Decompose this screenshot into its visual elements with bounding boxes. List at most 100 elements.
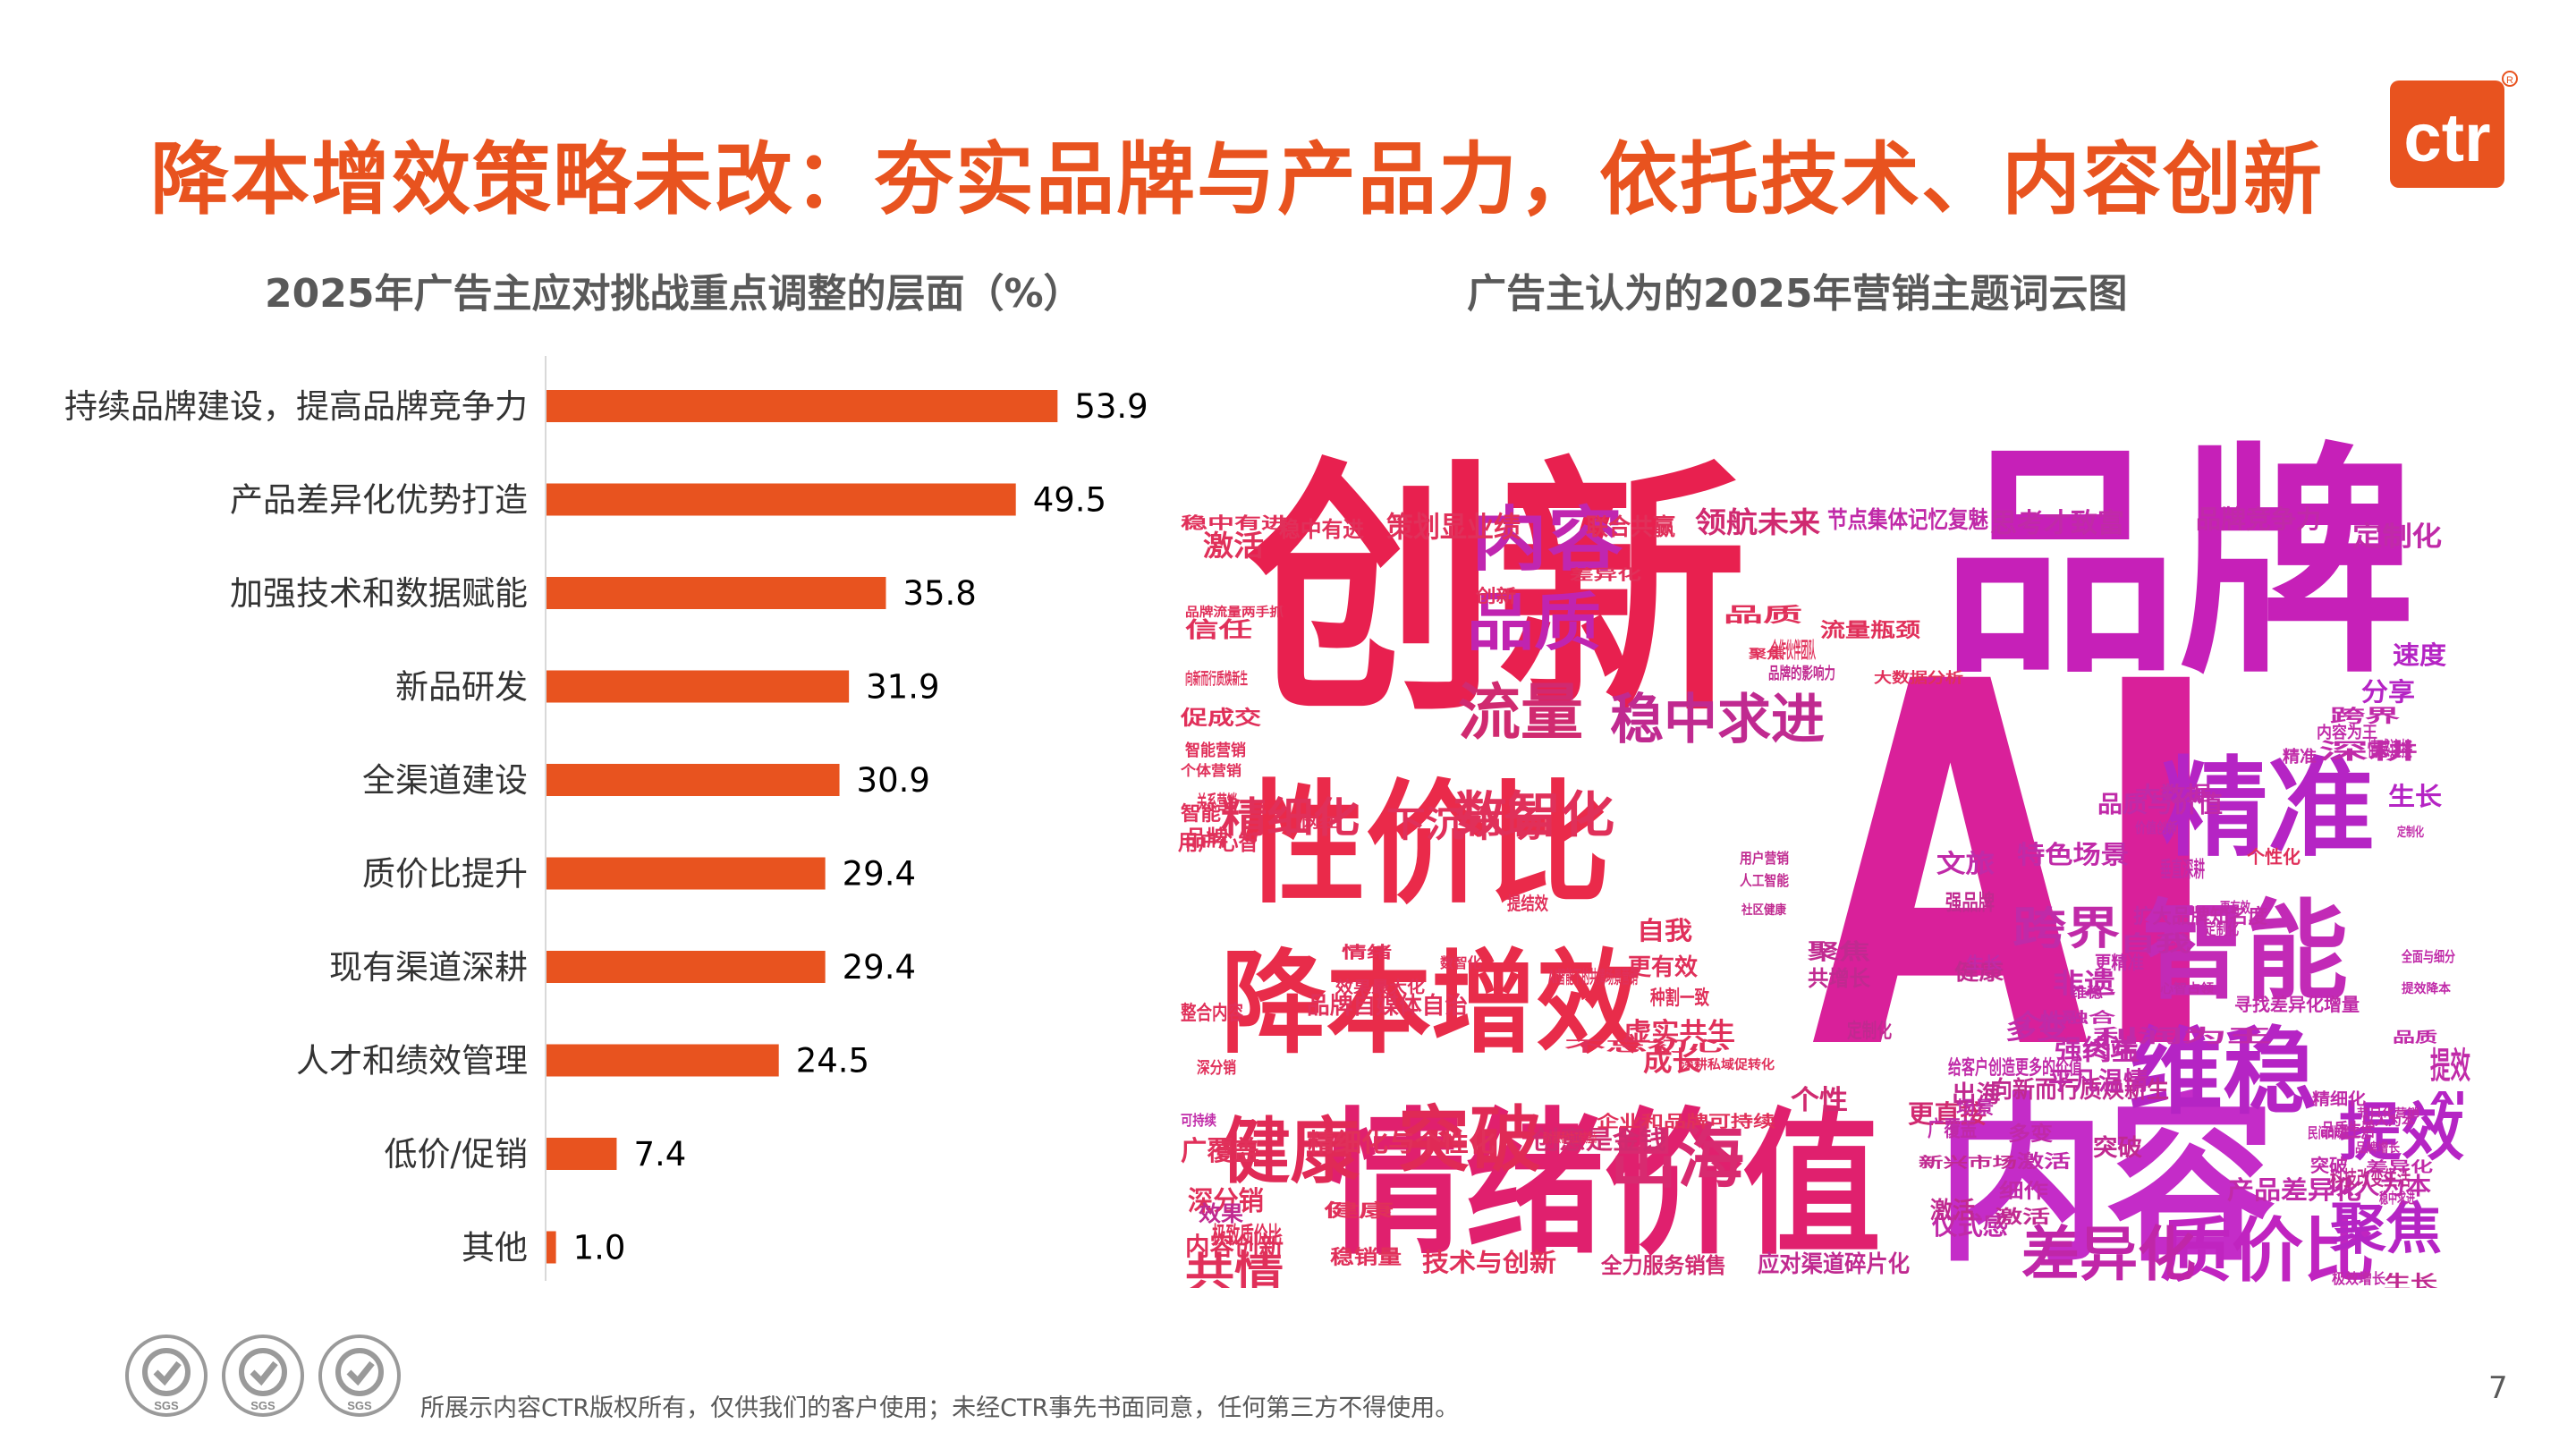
wordcloud-word: 健康: [1221, 1110, 1360, 1193]
wordcloud-word: 内容: [1471, 500, 1623, 580]
wordcloud-word: 定制化: [2205, 919, 2239, 939]
wordcloud-word: AI智能下的共情场景营销: [1548, 966, 1638, 987]
wordcloud-word: 共增长: [1808, 966, 1871, 991]
wordcloud-word: 人工智能: [1740, 872, 1789, 889]
wordcloud-word: 仪式感: [1931, 1211, 2008, 1241]
wordcloud-word: 提结效: [1507, 893, 1548, 914]
wordcloud-word: 利润为王: [2093, 1025, 2272, 1046]
bar-value-label: 49.5: [1033, 481, 1106, 520]
wordcloud-word: 创新: [1475, 585, 1516, 606]
wordcloud-word: AI: [1811, 578, 2223, 1161]
wordcloud-word: 差异化: [2366, 1158, 2433, 1175]
wordcloud-word: 以人为本: [2328, 1174, 2431, 1200]
wordcloud-word: 品牌自媒体自治: [1307, 992, 1468, 1020]
wordcloud-word: 融合: [2062, 1009, 2117, 1026]
wordcloud-word: 领航未来: [1695, 505, 1820, 539]
wordcloud-word: 细作: [1999, 1180, 2048, 1203]
wordcloud-word: 深耕私域促转化: [1681, 1057, 1775, 1072]
wordcloud-word: 向新而行质焕新生: [1185, 669, 1248, 689]
wordcloud-word: 更直接: [1908, 1099, 1987, 1129]
wordcloud-word: 更有效: [2220, 899, 2250, 916]
wordcloud-word: 流量: [1458, 678, 1583, 749]
category-label: 产品差异化优势打造: [230, 481, 528, 520]
wordcloud-word: 提效: [2339, 1096, 2464, 1169]
wordcloud-word: 创新: [1246, 436, 1747, 748]
wordcloud-word: 跨界: [2012, 902, 2120, 954]
wordcloud-word: 广覆盖: [1181, 1136, 1259, 1167]
wordcloud-word: 联合共赢: [1586, 513, 1675, 541]
wordcloud-word: 整合内容: [1181, 1002, 1243, 1025]
wordcloud-word: 出海: [1952, 1081, 2001, 1108]
wordcloud-word: 寻找差异化增量: [2234, 994, 2360, 1015]
wordcloud-word: 个性: [2015, 1009, 2064, 1034]
wordcloud-word: 内生: [2084, 1039, 2140, 1066]
wordcloud-word: 速度: [2393, 640, 2446, 670]
bar-value-label: 35.8: [902, 574, 976, 613]
wordcloud-word: 降本增效: [1221, 939, 1641, 1069]
wordcloud-word: 精细化: [2312, 1089, 2366, 1109]
wordcloud-word: 定制化: [2352, 521, 2442, 553]
wordcloud-word: 网红: [1301, 814, 1337, 831]
bar: [547, 857, 826, 890]
wordcloud-word: 性价比: [1243, 767, 1610, 921]
wordcloud-word: 情感连接: [2368, 738, 2412, 761]
wordcloud-word: 极效增长: [2332, 1270, 2386, 1287]
bar: [547, 670, 850, 703]
wordcloud-word: 全力服务销售: [1600, 1253, 1726, 1278]
wordcloud-word: 健康: [1954, 960, 2004, 985]
wordcloud-word: 智能营销: [1185, 741, 1246, 760]
wordcloud-word: 多变: [2008, 1123, 2053, 1146]
page-title: 降本增效策略未改：夯实品牌与产品力，依托技术、内容创新: [150, 133, 2325, 225]
wordcloud-word: 效果: [1199, 1201, 1243, 1226]
wordcloud-word: 向新而行质焕新生: [1990, 1076, 2169, 1104]
wordcloud-word: 促成交: [1180, 707, 1261, 730]
wordcloud-word: 面对消费者作为工作的重点: [1543, 1131, 1597, 1146]
bar-value-label: 1.0: [573, 1229, 626, 1267]
wordcloud-word: 情绪价值: [1326, 1095, 1881, 1276]
wordcloud-word: 虚实共生: [1623, 1017, 1735, 1046]
wordcloud-word: 深耕: [2319, 739, 2418, 764]
wordcloud-word: 突破: [1398, 1098, 1541, 1182]
wordcloud-word: 强终端: [2055, 1034, 2138, 1063]
wordcloud-word: 数智化: [1453, 786, 1614, 843]
wordcloud-word: 更精准: [2095, 952, 2144, 973]
wordcloud-word: 用户营销: [1740, 850, 1789, 867]
wordcloud-word: 品牌增长: [2355, 1140, 2401, 1156]
wordcloud: 创新 品牌AI情绪价值 内容性价比降本增效 智能精准维稳内容质价比差异化品质健康 突破出…: [1178, 424, 2470, 1288]
wordcloud-word: 稳中有进: [1181, 513, 1288, 533]
wordcloud-word: 全面与细分: [2401, 948, 2455, 965]
category-label: 加强技术和数据赋能: [230, 574, 528, 613]
svg-text:SGS: SGS: [154, 1399, 179, 1412]
wordcloud-word: 维稳: [2129, 1018, 2317, 1127]
wordcloud-word: 用户心智: [1178, 830, 1258, 855]
wordcloud-word: 内容创新: [1185, 1232, 1284, 1261]
bar: [547, 764, 840, 796]
wordcloud-word: 技术与创新: [1422, 1248, 1556, 1277]
wordcloud-word: 稳销量: [1330, 1246, 1402, 1269]
wordcloud-word: 激活: [1995, 1206, 2050, 1227]
bar-value-label: 24.5: [796, 1042, 869, 1080]
wordcloud-title: 广告主认为的2025年营销主题词云图: [1467, 271, 2128, 317]
wordcloud-word: 心智占领: [2160, 981, 2214, 996]
certification-badge-icon: SGS: [318, 1335, 401, 1417]
wordcloud-word: 激活: [2017, 1150, 2071, 1172]
wordcloud-word: 自我: [2120, 931, 2191, 956]
wordcloud-word: 差异化: [1570, 566, 1641, 583]
bar-chart: 持续品牌建设，提高品牌竞争力 53.9 产品差异化优势打造 49.5 加强技术和数据赋能…: [64, 356, 1148, 1281]
wordcloud-word: 聚焦: [2329, 1196, 2442, 1261]
wordcloud-word: 生长: [2384, 1271, 2439, 1288]
category-label: 人才和绩效管理: [296, 1042, 528, 1080]
wordcloud-word: 精细化: [1221, 793, 1360, 842]
bar: [547, 1044, 779, 1077]
wordcloud-word: AI: [2430, 1088, 2466, 1109]
category-label: 其他: [462, 1229, 528, 1267]
category-label: 现有渠道深耕: [329, 948, 528, 987]
wordcloud-word: 跨界: [2330, 705, 2400, 726]
wordcloud-word: 多变: [2005, 1015, 2068, 1045]
wordcloud-word: 给客户创造更多的价值: [1948, 1056, 2082, 1080]
category-label: 低价/促销: [385, 1135, 528, 1174]
wordcloud-word: 节点集体记忆复魅: [1827, 506, 1988, 534]
wordcloud-word: 分享: [2361, 677, 2415, 707]
wordcloud-word: 极致质价比: [1212, 1222, 1282, 1250]
category-label: 持续品牌建设，提高品牌竞争力: [64, 387, 528, 426]
